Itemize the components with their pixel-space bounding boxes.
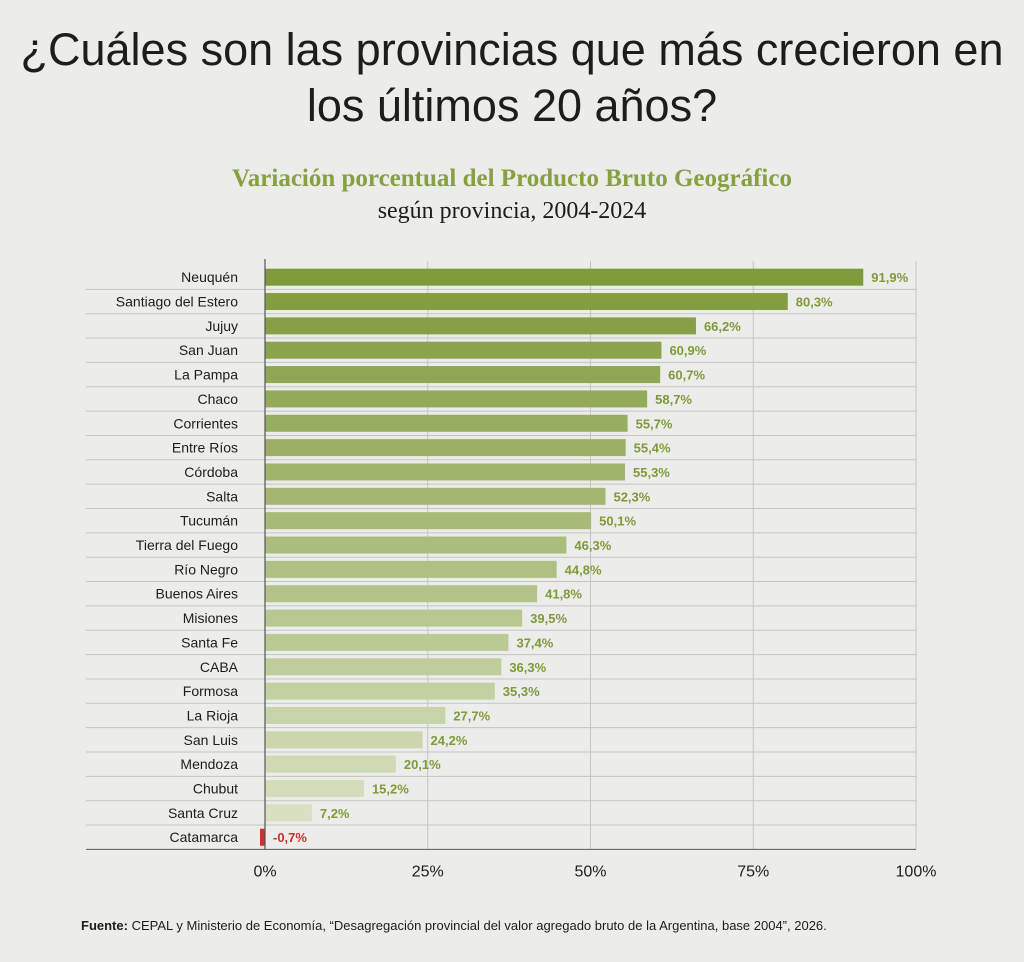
category-label: La Rioja — [187, 707, 239, 723]
bar — [265, 268, 864, 286]
category-label: Salta — [206, 488, 238, 504]
bar — [265, 780, 364, 798]
category-label: Buenos Aires — [156, 586, 239, 602]
category-label: San Luis — [184, 732, 238, 748]
x-tick-label: 75% — [737, 863, 769, 880]
bar — [265, 487, 606, 505]
category-label: La Pampa — [174, 367, 238, 383]
bar — [265, 633, 509, 651]
bar — [265, 658, 502, 676]
bar-chart: Neuquén 91,9% Santiago del Estero 80,3% Juju… — [86, 259, 937, 880]
bar — [265, 706, 446, 724]
bar — [265, 512, 592, 530]
category-label: Misiones — [183, 610, 238, 626]
value-label: 55,3% — [633, 465, 670, 480]
value-label: -0,7% — [273, 830, 307, 845]
x-tick-label: 0% — [253, 863, 276, 880]
value-label: 52,3% — [613, 489, 650, 504]
bar — [265, 731, 423, 749]
chart-title: Variación porcentual del Producto Bruto … — [232, 165, 792, 192]
category-label: Catamarca — [170, 829, 239, 845]
category-label: Corrientes — [173, 415, 238, 431]
page-title: ¿Cuáles son las provincias que más creci… — [20, 24, 1004, 131]
value-label: 46,3% — [574, 538, 611, 553]
category-label: San Juan — [179, 342, 238, 358]
bar — [265, 463, 626, 481]
category-label: Santa Fe — [181, 634, 238, 650]
bar — [265, 293, 788, 311]
category-label: Río Negro — [174, 561, 238, 577]
value-label: 91,9% — [871, 270, 908, 285]
bar — [265, 536, 567, 554]
bar — [265, 755, 396, 773]
category-label: Santa Cruz — [168, 805, 238, 821]
bar — [265, 560, 557, 578]
value-label: 24,2% — [431, 733, 468, 748]
x-tick-label: 100% — [896, 863, 937, 880]
value-label: 37,4% — [516, 635, 553, 650]
bar — [265, 414, 628, 432]
category-label: Córdoba — [184, 464, 238, 480]
value-label: 39,5% — [530, 611, 567, 626]
value-label: 35,3% — [503, 684, 540, 699]
category-label: Formosa — [183, 683, 238, 699]
category-label: CABA — [200, 659, 239, 675]
bar — [265, 804, 312, 822]
bar — [265, 439, 626, 457]
bar — [265, 682, 495, 700]
category-label: Jujuy — [205, 318, 238, 334]
bar — [260, 828, 265, 846]
value-label: 60,7% — [668, 368, 705, 383]
source-text: CEPAL y Ministerio de Economía, “Desagre… — [131, 918, 827, 933]
value-label: 55,4% — [634, 441, 671, 456]
source-label: Fuente: — [81, 918, 128, 933]
value-label: 27,7% — [453, 708, 490, 723]
category-label: Neuquén — [181, 269, 238, 285]
category-label: Santiago del Estero — [116, 294, 238, 310]
bar — [265, 317, 696, 335]
bar — [265, 366, 661, 384]
category-label: Tucumán — [180, 513, 238, 529]
value-label: 15,2% — [372, 782, 409, 797]
value-label: 55,7% — [636, 416, 673, 431]
chart-subtitle: según provincia, 2004-2024 — [377, 198, 647, 224]
value-label: 7,2% — [320, 806, 350, 821]
bar — [265, 609, 523, 627]
value-label: 36,3% — [509, 660, 546, 675]
value-label: 66,2% — [704, 319, 741, 334]
value-label: 41,8% — [545, 587, 582, 602]
category-label: Mendoza — [180, 756, 238, 772]
category-label: Tierra del Fuego — [136, 537, 238, 553]
bar — [265, 341, 662, 359]
value-label: 80,3% — [796, 295, 833, 310]
bar — [265, 390, 648, 408]
value-label: 50,1% — [599, 514, 636, 529]
source-note: Fuente: CEPAL y Ministerio de Economía, … — [81, 918, 827, 933]
x-tick-label: 50% — [574, 863, 606, 880]
x-tick-label: 25% — [412, 863, 444, 880]
value-label: 44,8% — [565, 562, 602, 577]
value-label: 60,9% — [669, 343, 706, 358]
value-label: 58,7% — [655, 392, 692, 407]
category-label: Chaco — [198, 391, 239, 407]
bar — [265, 585, 538, 603]
category-label: Chubut — [193, 781, 238, 797]
value-label: 20,1% — [404, 757, 441, 772]
category-label: Entre Ríos — [172, 440, 238, 456]
